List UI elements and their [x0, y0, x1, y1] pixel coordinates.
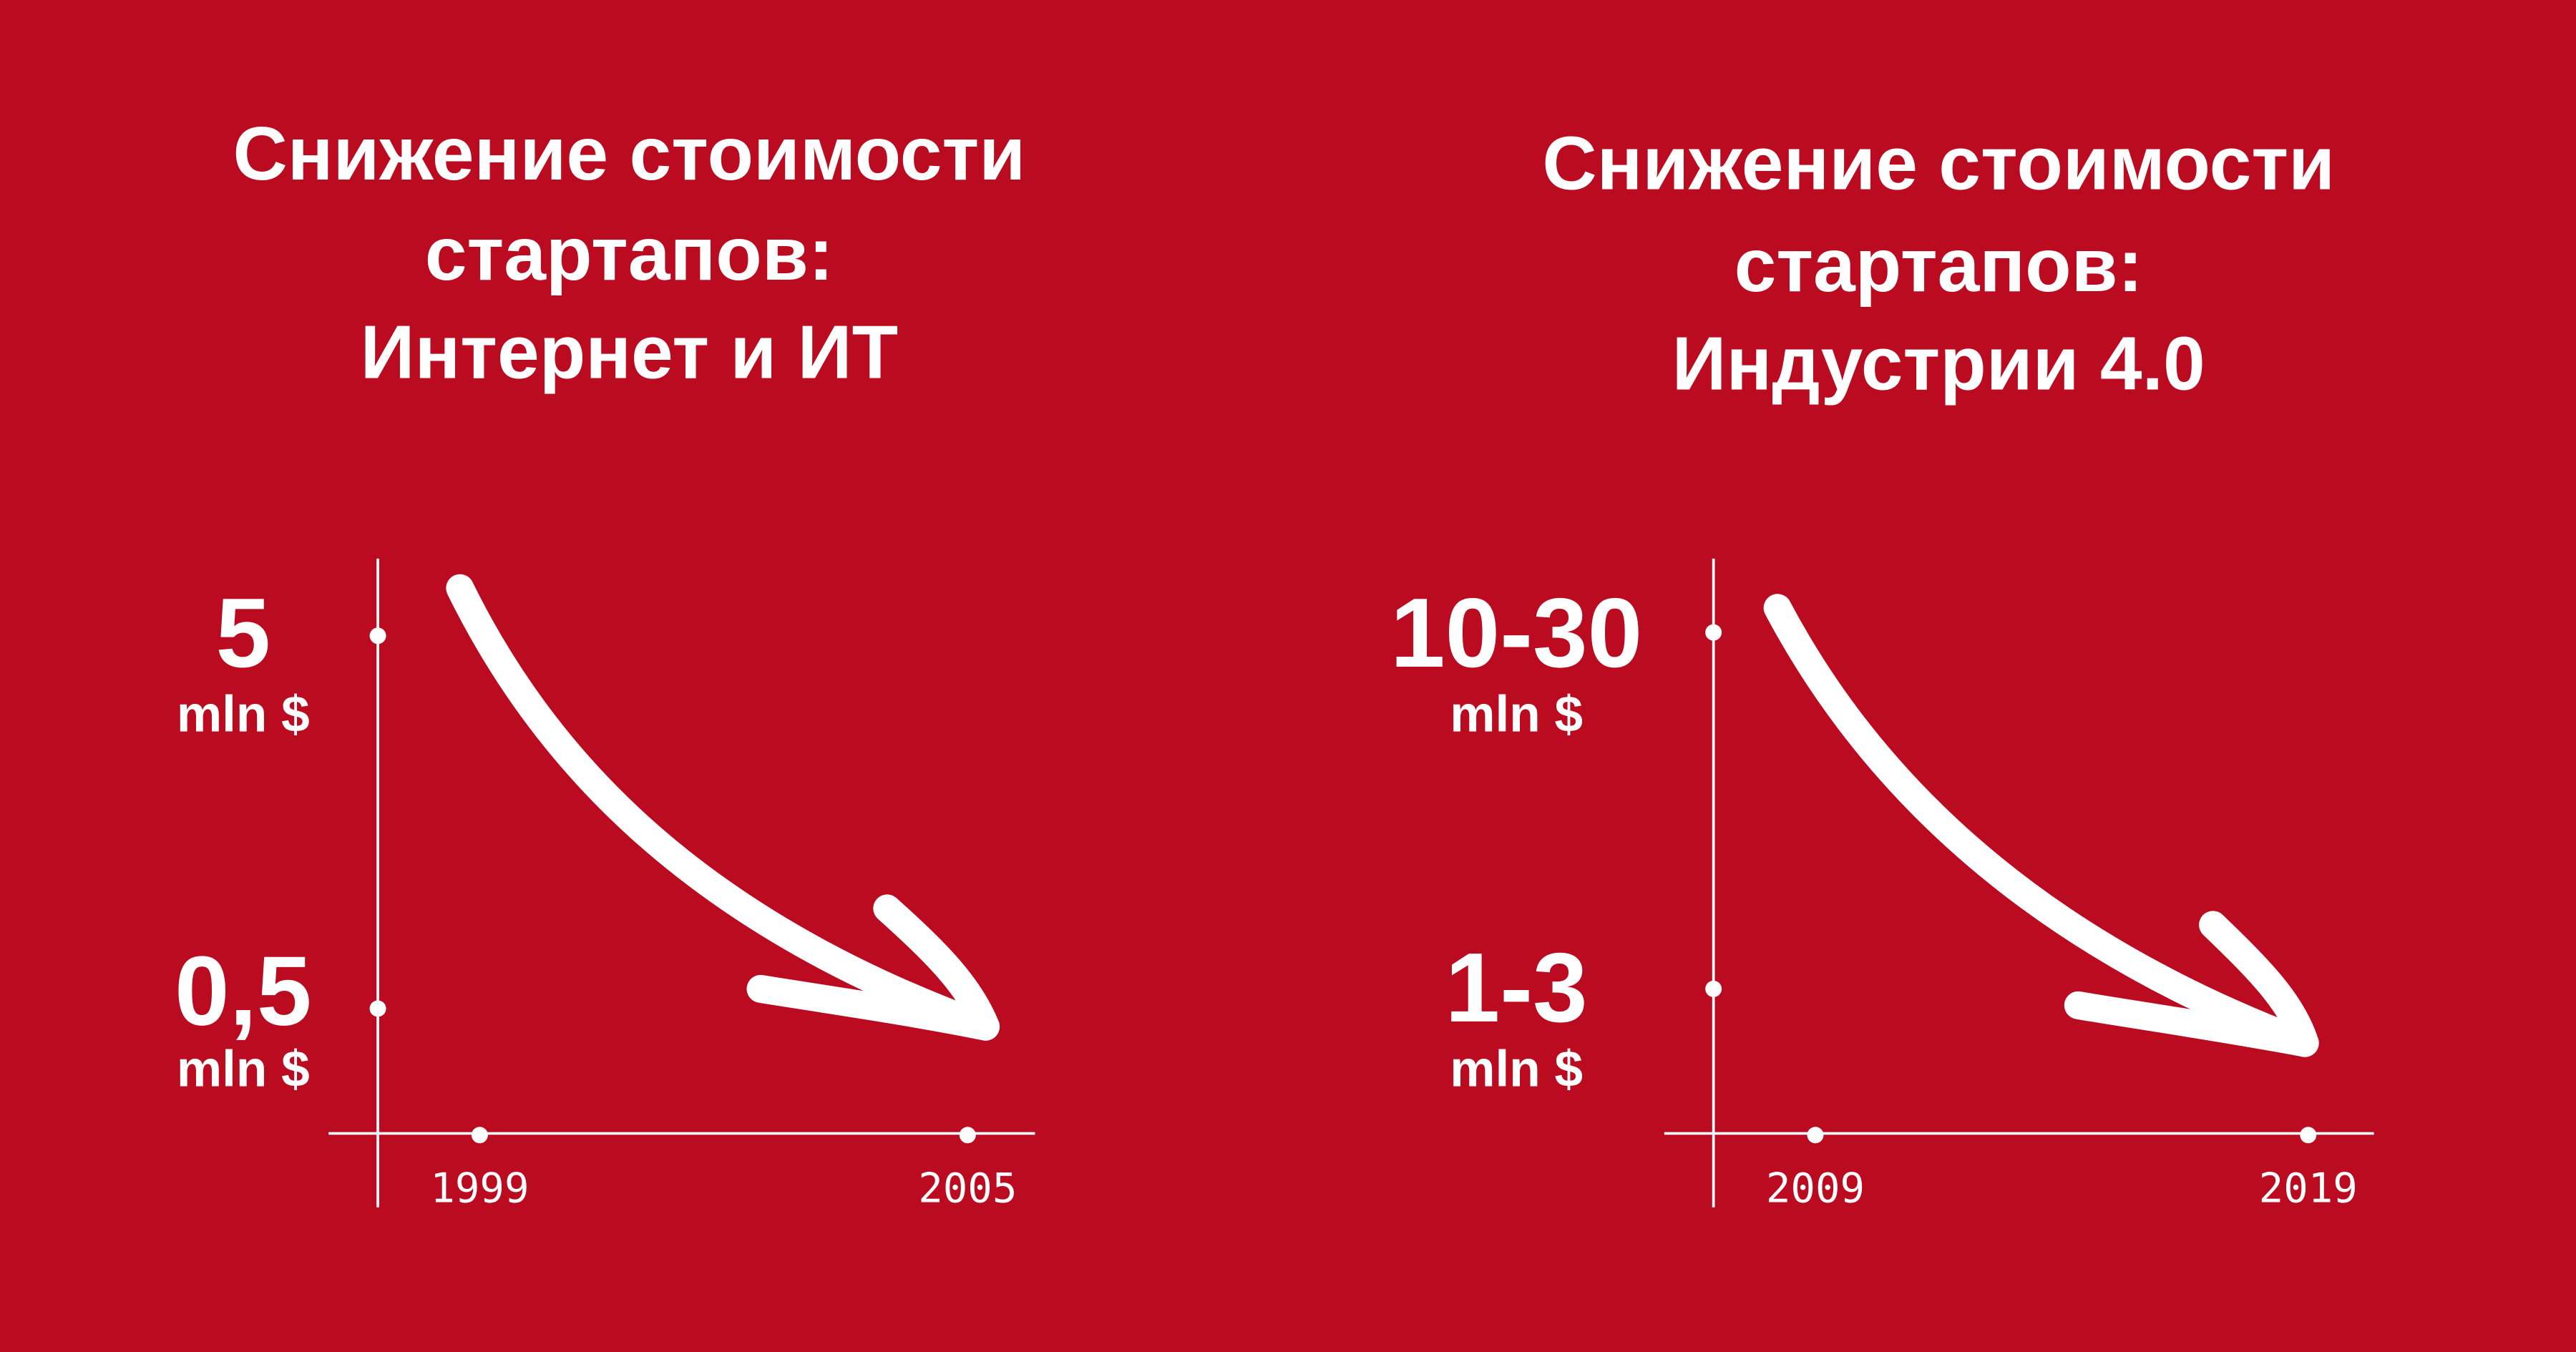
x-label: 1999	[430, 1164, 529, 1212]
y-label-unit: mln $	[177, 1041, 310, 1097]
title-line: Индустрии 4.0	[1672, 322, 2205, 406]
x-label: 2019	[2259, 1164, 2358, 1212]
axis-dot	[1807, 1127, 1824, 1144]
y-label-value: 5	[215, 578, 270, 688]
title-line: стартапов:	[1735, 223, 2143, 308]
trend-arrow	[1763, 594, 2319, 1057]
axis-dot	[2300, 1127, 2317, 1144]
trend-arrow	[446, 574, 1000, 1041]
y-label-unit: mln $	[1450, 1041, 1583, 1097]
y-label-unit: mln $	[177, 686, 310, 743]
trend-arrow-head	[746, 894, 1000, 1041]
axis-dot	[369, 1000, 386, 1017]
axis-dot	[959, 1127, 976, 1144]
axis-dot	[471, 1127, 488, 1144]
axis-dot	[1705, 624, 1722, 641]
y-label-unit: mln $	[1450, 686, 1583, 743]
title-line: стартапов:	[425, 212, 834, 296]
y-label-value: 0,5	[175, 936, 312, 1047]
y-label-value: 1-3	[1445, 933, 1588, 1043]
x-label: 2005	[918, 1164, 1017, 1212]
x-label: 2009	[1766, 1164, 1865, 1212]
axis-dot	[369, 627, 386, 645]
title-line: Снижение стоимости	[1542, 122, 2335, 206]
trend-arrow-head	[2064, 911, 2319, 1057]
axis-dot	[1705, 980, 1722, 997]
y-label-value: 10-30	[1390, 578, 1642, 688]
title-line: Интернет и ИТ	[361, 310, 899, 395]
title-line: Снижение стоимости	[233, 112, 1025, 196]
